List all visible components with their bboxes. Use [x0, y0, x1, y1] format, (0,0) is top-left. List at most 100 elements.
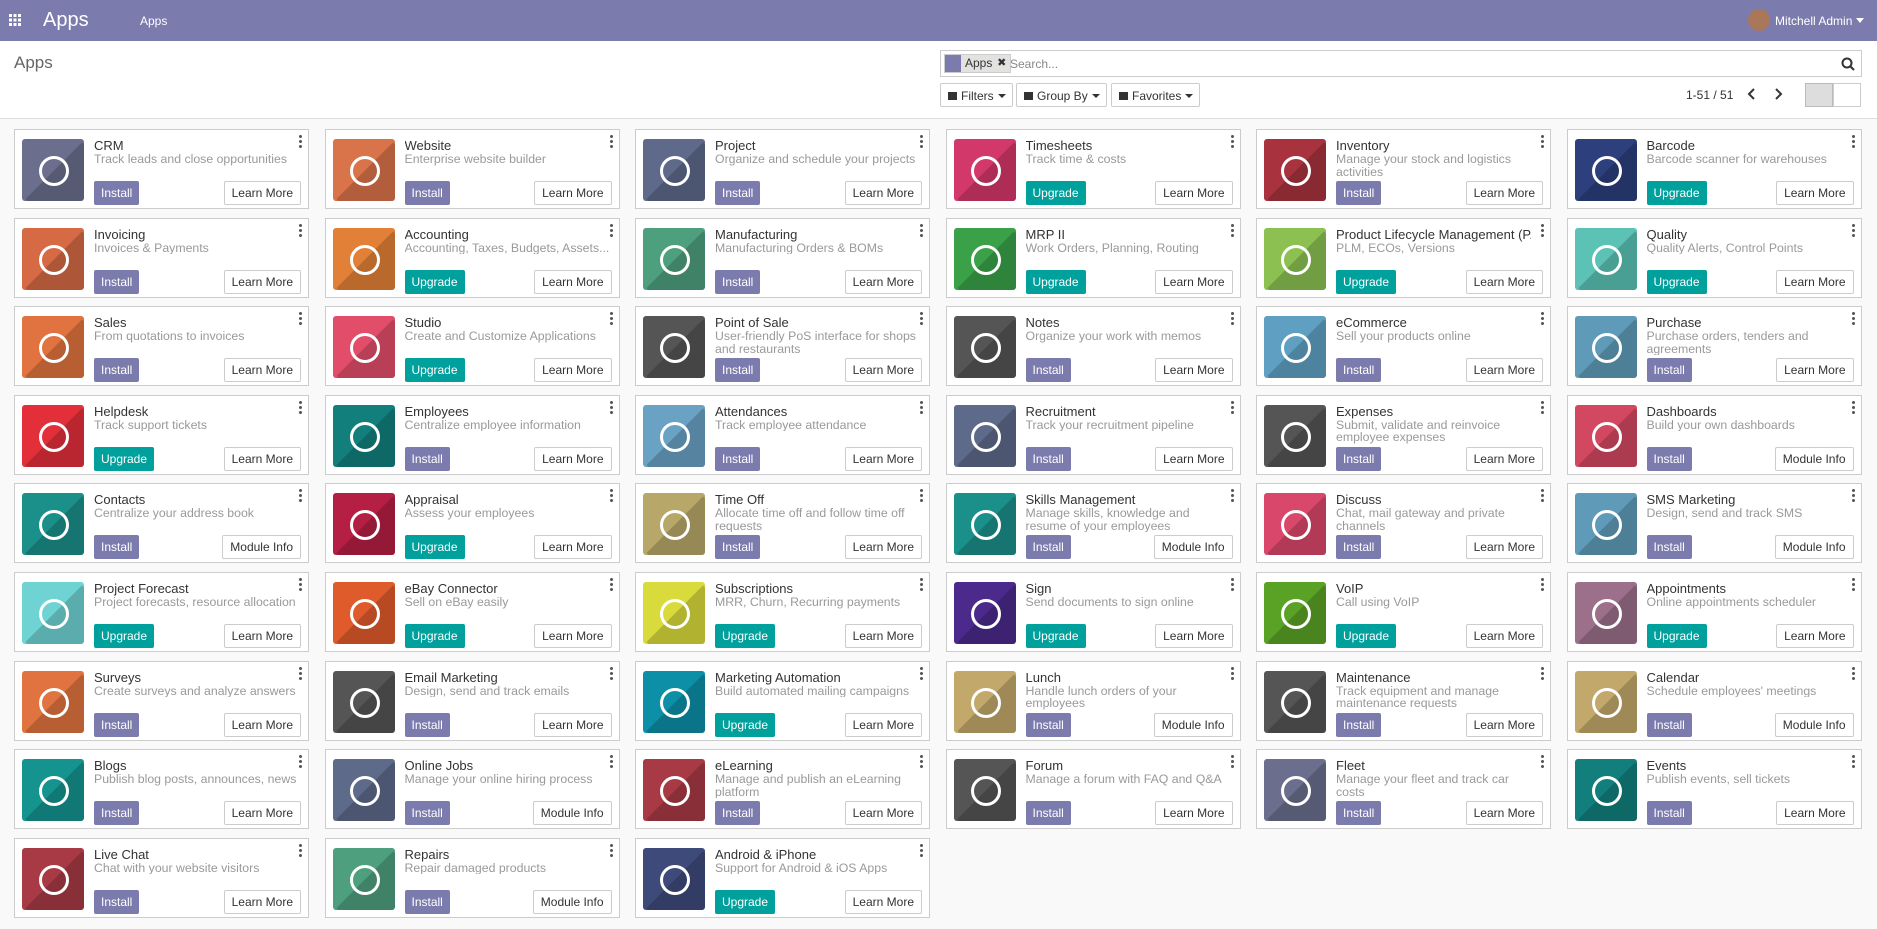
- action-button[interactable]: Upgrade: [404, 269, 465, 294]
- action-button[interactable]: Install: [1025, 801, 1071, 826]
- info-button[interactable]: Module Info: [532, 889, 612, 914]
- card-menu[interactable]: [1541, 666, 1544, 680]
- info-button[interactable]: Learn More: [1155, 624, 1233, 648]
- info-button[interactable]: Learn More: [1776, 269, 1854, 294]
- apps-menu-icon[interactable]: [9, 14, 21, 26]
- info-button[interactable]: Module Info: [1774, 712, 1854, 737]
- info-button[interactable]: Learn More: [1776, 181, 1854, 205]
- info-button[interactable]: Learn More: [1465, 181, 1543, 205]
- info-button[interactable]: Learn More: [844, 269, 922, 294]
- action-button[interactable]: Install: [1646, 358, 1692, 383]
- action-button[interactable]: Install: [1646, 712, 1692, 737]
- action-button[interactable]: Upgrade: [1025, 269, 1086, 294]
- info-button[interactable]: Learn More: [1465, 801, 1543, 826]
- info-button[interactable]: Learn More: [844, 801, 922, 826]
- action-button[interactable]: Upgrade: [1025, 181, 1086, 205]
- action-button[interactable]: Upgrade: [404, 624, 465, 648]
- info-button[interactable]: Learn More: [844, 535, 922, 560]
- action-button[interactable]: Upgrade: [404, 535, 465, 560]
- card-menu[interactable]: [609, 843, 613, 857]
- card-menu[interactable]: [609, 666, 613, 680]
- action-button[interactable]: Install: [404, 181, 450, 205]
- action-button[interactable]: Install: [94, 712, 140, 737]
- kanban-view-button[interactable]: [1805, 83, 1833, 107]
- info-button[interactable]: Module Info: [532, 801, 612, 826]
- card-menu[interactable]: [1541, 489, 1544, 503]
- action-button[interactable]: Install: [1336, 712, 1382, 737]
- info-button[interactable]: Learn More: [534, 712, 612, 737]
- action-button[interactable]: Install: [94, 269, 140, 294]
- card-menu[interactable]: [920, 400, 923, 414]
- action-button[interactable]: Install: [404, 446, 450, 471]
- info-button[interactable]: Learn More: [844, 358, 922, 383]
- action-button[interactable]: Upgrade: [1025, 624, 1086, 648]
- info-button[interactable]: Learn More: [844, 889, 922, 914]
- info-button[interactable]: Learn More: [534, 358, 612, 383]
- card-menu[interactable]: [920, 666, 923, 680]
- action-button[interactable]: Install: [1336, 801, 1382, 826]
- info-button[interactable]: Module Info: [1774, 446, 1854, 471]
- action-button[interactable]: Install: [1336, 358, 1382, 383]
- info-button[interactable]: Learn More: [223, 269, 301, 294]
- list-view-button[interactable]: [1833, 83, 1861, 107]
- card-menu[interactable]: [299, 400, 302, 414]
- action-button[interactable]: Install: [94, 358, 140, 383]
- card-menu[interactable]: [299, 312, 302, 326]
- info-button[interactable]: Learn More: [534, 624, 612, 648]
- card-menu[interactable]: [609, 400, 613, 414]
- info-button[interactable]: Learn More: [1155, 269, 1233, 294]
- action-button[interactable]: Install: [1336, 181, 1382, 205]
- action-button[interactable]: Install: [715, 535, 761, 560]
- card-menu[interactable]: [1851, 400, 1855, 414]
- action-button[interactable]: Upgrade: [715, 712, 776, 737]
- card-menu[interactable]: [299, 135, 302, 148]
- info-button[interactable]: Learn More: [1155, 181, 1233, 205]
- group-by-button[interactable]: Group By: [1016, 83, 1107, 107]
- info-button[interactable]: Learn More: [1155, 801, 1233, 826]
- menu-item[interactable]: Apps: [140, 14, 168, 28]
- card-menu[interactable]: [1851, 312, 1855, 326]
- card-menu[interactable]: [920, 223, 923, 237]
- card-menu[interactable]: [920, 578, 923, 591]
- card-menu[interactable]: [1851, 578, 1855, 591]
- card-menu[interactable]: [1851, 755, 1855, 769]
- action-button[interactable]: Install: [1646, 446, 1692, 471]
- info-button[interactable]: Module Info: [1774, 535, 1854, 560]
- card-menu[interactable]: [1230, 135, 1234, 148]
- action-button[interactable]: Install: [1025, 712, 1071, 737]
- info-button[interactable]: Learn More: [223, 624, 301, 648]
- action-button[interactable]: Install: [94, 801, 140, 826]
- facet-remove[interactable]: ✖: [997, 57, 1007, 69]
- action-button[interactable]: Upgrade: [1646, 624, 1707, 648]
- action-button[interactable]: Install: [715, 801, 761, 826]
- info-button[interactable]: Learn More: [844, 712, 922, 737]
- info-button[interactable]: Learn More: [223, 712, 301, 737]
- card-menu[interactable]: [920, 135, 923, 148]
- info-button[interactable]: Learn More: [1465, 712, 1543, 737]
- action-button[interactable]: Install: [1646, 801, 1692, 826]
- info-button[interactable]: Learn More: [534, 269, 612, 294]
- info-button[interactable]: Learn More: [223, 889, 301, 914]
- info-button[interactable]: Learn More: [844, 446, 922, 471]
- card-menu[interactable]: [299, 666, 302, 680]
- action-button[interactable]: Upgrade: [715, 624, 776, 648]
- card-menu[interactable]: [1230, 489, 1234, 503]
- card-menu[interactable]: [1230, 223, 1234, 237]
- action-button[interactable]: Upgrade: [1646, 181, 1707, 205]
- action-button[interactable]: Install: [94, 889, 140, 914]
- card-menu[interactable]: [1851, 666, 1855, 680]
- card-menu[interactable]: [1851, 223, 1855, 237]
- info-button[interactable]: Learn More: [1465, 269, 1543, 294]
- info-button[interactable]: Learn More: [1155, 446, 1233, 471]
- card-menu[interactable]: [1541, 755, 1544, 769]
- info-button[interactable]: Learn More: [1155, 358, 1233, 383]
- card-menu[interactable]: [299, 755, 302, 769]
- action-button[interactable]: Install: [94, 535, 140, 560]
- favorites-button[interactable]: Favorites: [1111, 83, 1201, 107]
- card-menu[interactable]: [609, 135, 613, 148]
- search-facet[interactable]: Apps ✖: [944, 54, 1012, 73]
- info-button[interactable]: Learn More: [223, 801, 301, 826]
- info-button[interactable]: Module Info: [1153, 712, 1233, 737]
- search-box[interactable]: Apps ✖ Search...: [940, 50, 1862, 77]
- info-button[interactable]: Learn More: [223, 358, 301, 383]
